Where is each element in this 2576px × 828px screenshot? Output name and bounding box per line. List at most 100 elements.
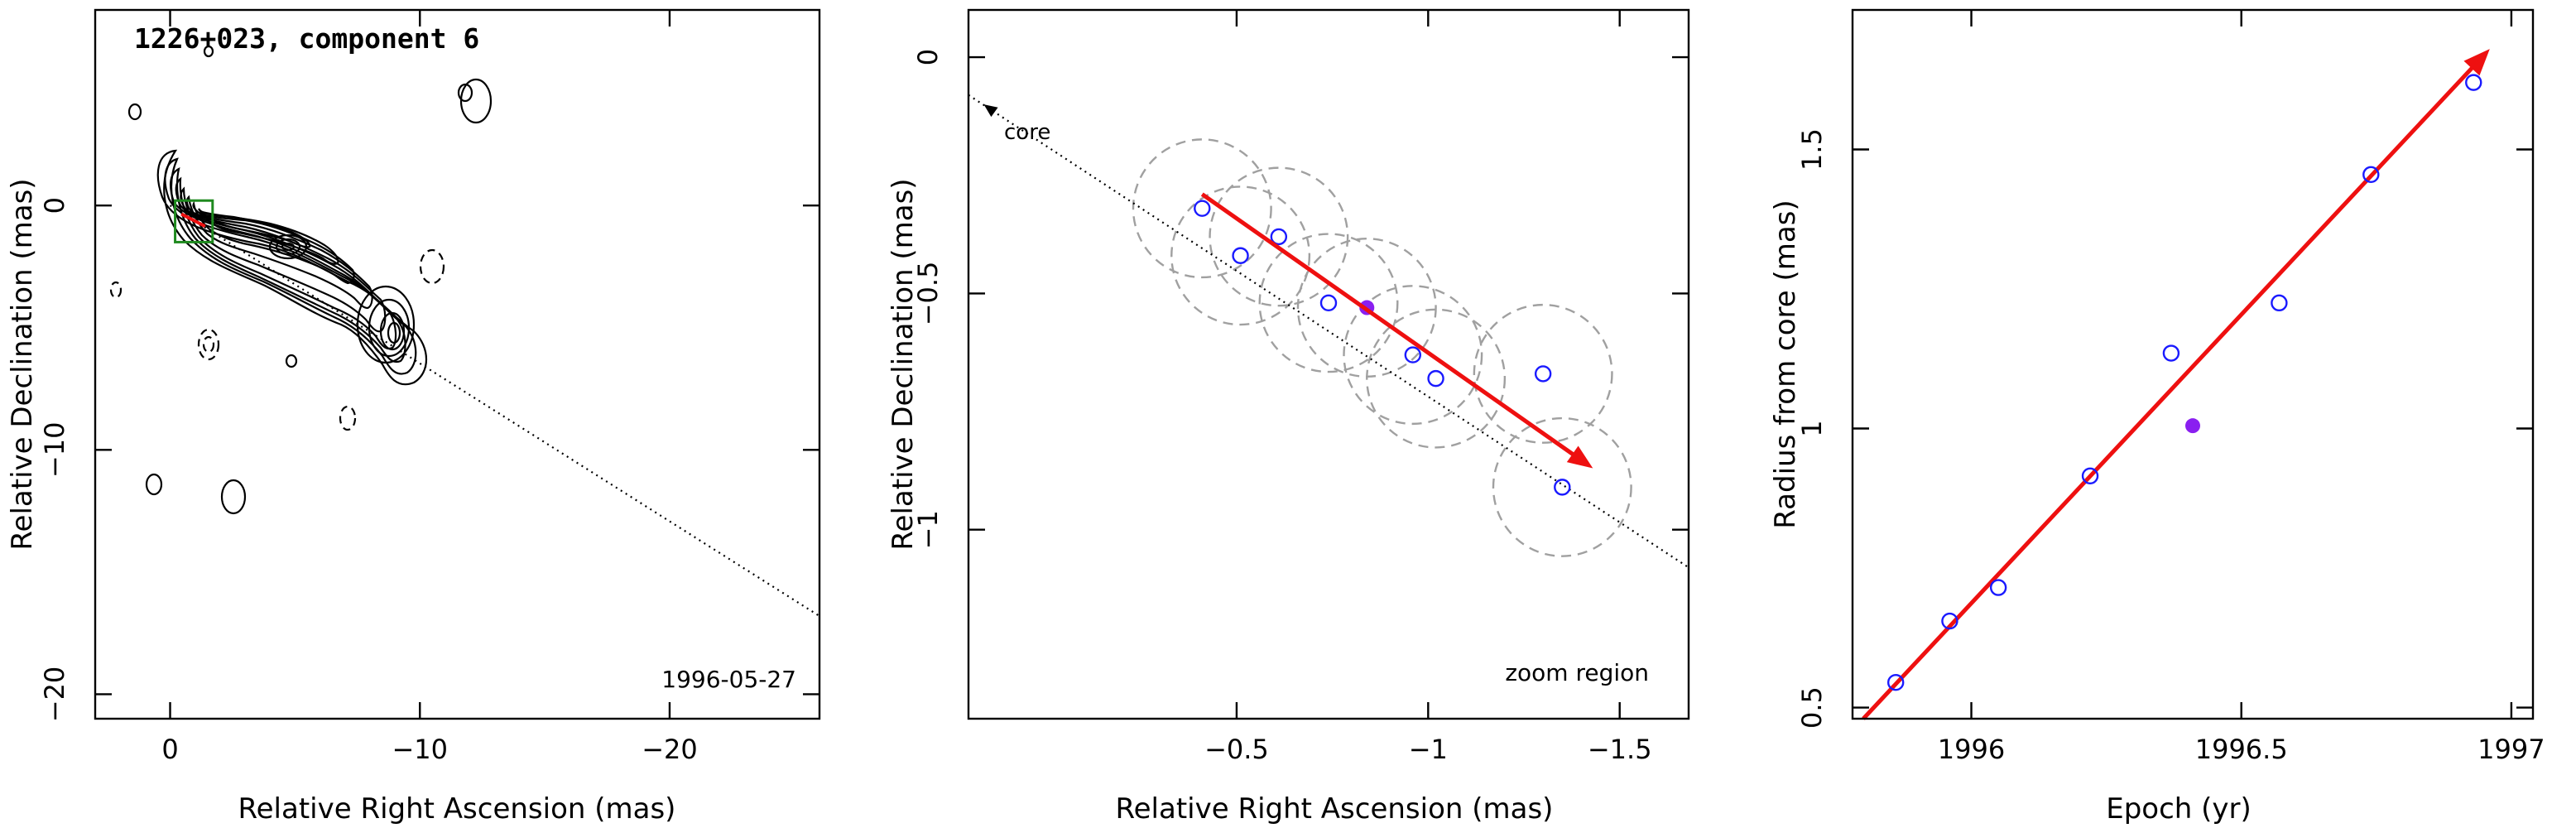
- y-tick-label: −0.5: [912, 262, 944, 326]
- epoch-annotation: 1996-05-27: [661, 666, 796, 693]
- beam-circle: [1132, 138, 1272, 279]
- beam-circle: [1170, 185, 1311, 326]
- negative-contour: [197, 328, 220, 361]
- x-tick-label: −1: [1409, 734, 1448, 765]
- y-axis-label: Relative Declination (mas): [887, 178, 920, 550]
- jet-knot-contour: [268, 233, 308, 260]
- beam-circle: [1296, 238, 1437, 378]
- radius-marker: [2081, 467, 2099, 485]
- jet-contour: [175, 176, 397, 350]
- beam-circle: [1258, 233, 1399, 373]
- x-tick-label: 1996.5: [2195, 734, 2288, 765]
- beam-circle: [1343, 285, 1483, 426]
- radius-marker: [2162, 344, 2180, 362]
- radius-epoch-panel: 1996 1996.5 1997 0.5 1 1.5 Epoch (yr) Radius …: [1769, 8, 2545, 826]
- y-tick-label: −20: [39, 667, 70, 723]
- zoom-region-label: zoom region: [1505, 659, 1649, 686]
- radius-marker: [1886, 673, 1905, 691]
- beam-circle: [1473, 303, 1613, 444]
- y-tick-label: −10: [39, 422, 70, 479]
- negative-contour: [109, 281, 123, 299]
- radius-marker: [2271, 294, 2288, 312]
- core-label: core: [1004, 120, 1050, 145]
- x-tick-label: 1996: [1938, 734, 2005, 765]
- x-tick-label: −0.5: [1204, 734, 1269, 765]
- component-motion-marker: [180, 212, 206, 229]
- negative-contour: [419, 248, 445, 285]
- plot-frame: [967, 8, 1690, 720]
- position-marker: [1194, 200, 1211, 217]
- y-tick-label: −1: [912, 510, 944, 549]
- beam-circle: [1209, 166, 1349, 307]
- plot-frame: [94, 8, 821, 720]
- position-markers: [1194, 200, 1571, 496]
- position-marker: [1232, 247, 1249, 264]
- jet-contours: [109, 45, 493, 515]
- jet-contour: [199, 209, 311, 248]
- x-tick-label: −20: [642, 734, 698, 765]
- beam-circle: [1492, 416, 1632, 557]
- core-arrow-head: [983, 104, 998, 118]
- x-tick-label: −10: [392, 734, 448, 765]
- isolated-contour: [203, 45, 214, 58]
- x-axis-label: Epoch (yr): [2106, 792, 2252, 826]
- position-marker: [1427, 369, 1444, 388]
- isolated-contour: [220, 479, 247, 515]
- core-direction-line: [968, 94, 1689, 569]
- isolated-contour: [457, 83, 473, 103]
- beam-circle: [1366, 308, 1507, 449]
- negative-contour: [202, 335, 215, 354]
- y-axis-label: Relative Declination (mas): [6, 178, 39, 550]
- motion-arrow-head: [1566, 445, 1593, 469]
- isolated-contour: [459, 78, 493, 124]
- y-tick-label: 1.5: [1796, 128, 1828, 171]
- y-tick-label: 0.5: [1796, 686, 1828, 729]
- contour-map-panel: 0 −10 −20 0 −10 −20 1226+023, component 6 199…: [6, 8, 821, 826]
- isolated-contour: [127, 103, 142, 121]
- beam-circles: [1132, 138, 1632, 557]
- isolated-contour: [285, 354, 298, 368]
- panel-title: 1226+023, component 6: [134, 22, 479, 55]
- tick-labels: 0 −10 −20 0 −10 −20: [39, 197, 698, 765]
- zoom-region-box: [174, 199, 214, 243]
- tick-labels: 1996 1996.5 1997 0.5 1 1.5: [1796, 128, 2545, 765]
- jet-knot-contour: [281, 242, 296, 252]
- y-axis-label: Radius from core (mas): [1769, 200, 1802, 528]
- radius-marker: [1989, 579, 2007, 596]
- tick-labels: −0.5 −1 −1.5 0 −0.5 −1: [912, 49, 1652, 765]
- negative-contour: [339, 405, 357, 431]
- fit-arrow: [1862, 63, 2477, 720]
- jet-knot-contour: [356, 285, 416, 364]
- isolated-contour: [145, 473, 163, 496]
- jet-contour: [192, 200, 355, 285]
- axis-ticks: [1853, 10, 2533, 719]
- filled-radius-marker: [2185, 418, 2200, 434]
- x-axis-label: Relative Right Ascension (mas): [238, 792, 676, 826]
- jet-knot-contour: [275, 238, 301, 256]
- radius-marker: [2465, 74, 2482, 91]
- jet-contour: [185, 195, 373, 310]
- y-tick-label: 1: [1796, 420, 1828, 436]
- position-marker: [1534, 365, 1552, 383]
- position-marker: [1404, 346, 1422, 363]
- x-tick-label: −1.5: [1588, 734, 1652, 765]
- plot-frame: [1851, 8, 2535, 720]
- y-tick-label: 0: [912, 49, 944, 65]
- zoom-panel: core −0.5 −1 −1.5 0 −0.5 −1 zoom region Relat…: [887, 8, 1690, 826]
- x-tick-label: 1997: [2477, 734, 2545, 765]
- jet-knot-contour: [368, 298, 411, 358]
- radius-marker: [2362, 166, 2380, 184]
- jet-contour: [169, 166, 406, 363]
- trajectory-line: [169, 205, 820, 617]
- radius-marker: [1941, 612, 1958, 630]
- fit-arrow-head: [2463, 49, 2490, 76]
- jet-knot-contour: [379, 311, 406, 351]
- axis-ticks: [968, 10, 1689, 719]
- radius-markers: [1886, 74, 2482, 691]
- position-marker: [1554, 479, 1571, 496]
- y-tick-label: 0: [39, 197, 70, 214]
- jet-contour: [164, 157, 417, 375]
- position-marker: [1270, 228, 1288, 246]
- axis-ticks: [95, 10, 819, 719]
